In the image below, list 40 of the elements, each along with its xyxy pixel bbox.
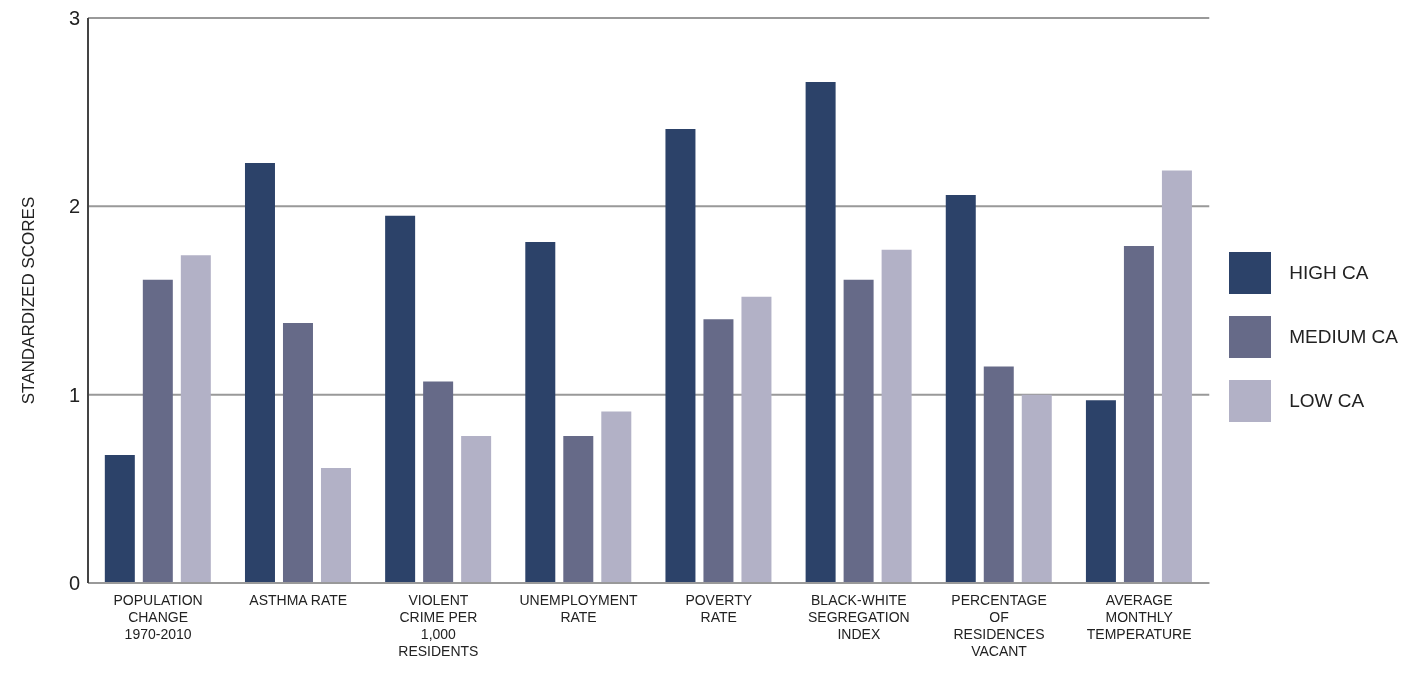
bar	[665, 129, 696, 583]
bar	[320, 468, 351, 583]
x-tick-label: POPULATION CHANGE 1970-2010	[113, 592, 203, 642]
bar	[881, 249, 912, 583]
bar	[843, 279, 874, 583]
bar	[1021, 394, 1052, 583]
bar	[142, 279, 173, 583]
bar	[601, 411, 632, 583]
bar	[423, 381, 454, 583]
bar	[563, 436, 594, 583]
y-tick-label: 1	[68, 383, 80, 406]
bar	[805, 82, 836, 583]
bar	[1161, 170, 1192, 583]
y-tick-label: 0	[68, 572, 80, 595]
y-axis-title: STANDARDIZED SCORES	[19, 196, 39, 405]
x-tick-label: POVERTY RATE	[685, 592, 753, 625]
y-tick-label: 3	[68, 7, 80, 30]
legend-label: LOW CA	[1289, 390, 1365, 412]
bar	[244, 163, 275, 583]
bar	[741, 296, 772, 583]
bar	[104, 454, 135, 583]
bar	[1123, 245, 1154, 583]
bar	[385, 215, 416, 583]
x-tick-label: UNEMPLOYMENT RATE	[519, 592, 639, 625]
bar	[945, 195, 976, 583]
x-tick-label: AVERAGE MONTHLY TEMPERATURE	[1086, 592, 1192, 642]
x-tick-label: ASTHMA RATE	[249, 592, 348, 608]
x-tick-label: BLACK-WHITE SEGREGATION INDEX	[808, 592, 910, 642]
y-tick-label: 2	[68, 195, 80, 218]
bar	[180, 255, 211, 583]
bar	[461, 436, 492, 583]
bar	[703, 319, 734, 583]
bar	[282, 323, 313, 583]
bar	[525, 242, 556, 583]
legend-label: HIGH CA	[1289, 262, 1369, 284]
x-tick-label: VIOLENT CRIME PER 1,000 RESIDENTS	[398, 592, 479, 659]
bar	[1085, 400, 1116, 583]
bar	[983, 366, 1014, 583]
x-tick-label: PERCENTAGE OF RESIDENCES VACANT	[951, 592, 1047, 659]
legend-label: MEDIUM CA	[1289, 326, 1398, 348]
